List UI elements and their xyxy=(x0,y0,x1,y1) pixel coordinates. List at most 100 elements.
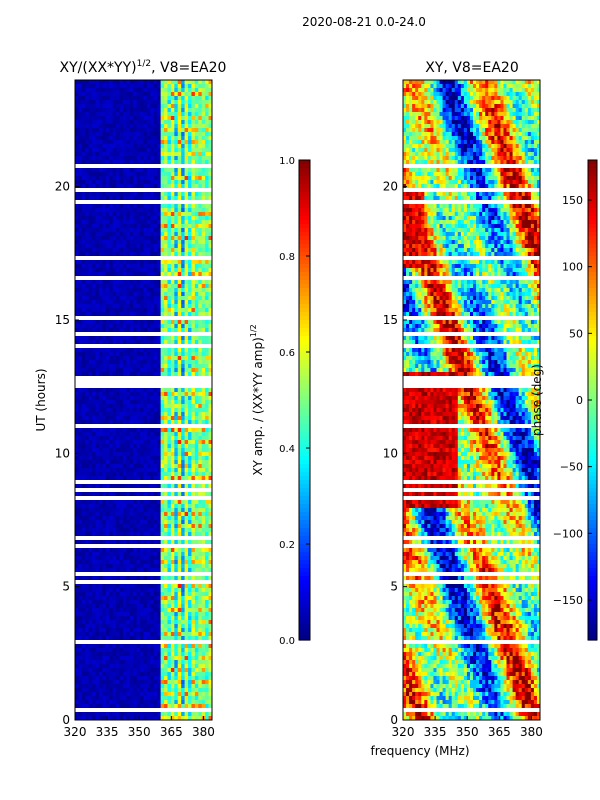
heatmap-cell xyxy=(157,340,162,344)
heatmap-cell xyxy=(136,408,141,412)
heatmap-cell xyxy=(105,472,110,476)
heatmap-cell xyxy=(102,560,107,564)
heatmap-cell xyxy=(181,612,186,616)
heatmap-cell xyxy=(105,516,110,520)
heatmap-cell xyxy=(194,596,199,600)
heatmap-cell xyxy=(143,292,148,296)
heatmap-cell xyxy=(208,636,213,640)
heatmap-cell xyxy=(105,560,110,564)
heatmap-cell xyxy=(181,644,186,648)
heatmap-cell xyxy=(160,124,165,128)
heatmap-cell xyxy=(88,272,93,276)
heatmap-cell xyxy=(116,408,121,412)
heatmap-cell xyxy=(150,212,155,216)
heatmap-cell xyxy=(188,456,192,460)
heatmap-cell xyxy=(167,360,172,364)
heatmap-cell xyxy=(112,136,117,140)
heatmap-cell xyxy=(198,364,203,368)
heatmap-cell xyxy=(81,288,86,292)
heatmap-cell xyxy=(119,320,124,324)
heatmap-cell xyxy=(116,104,121,108)
heatmap-cell xyxy=(194,440,199,444)
heatmap-cell xyxy=(129,120,134,124)
heatmap-cell xyxy=(146,508,151,512)
heatmap-cell xyxy=(153,436,158,440)
heatmap-cell xyxy=(112,628,117,632)
heatmap-cell xyxy=(129,520,134,524)
heatmap-cell xyxy=(126,232,131,236)
heatmap-cell xyxy=(136,296,141,300)
heatmap-cell xyxy=(205,152,210,156)
heatmap-cell xyxy=(116,324,121,328)
heatmap-cell xyxy=(191,312,196,316)
heatmap-cell xyxy=(92,476,97,480)
heatmap-cell xyxy=(109,576,114,580)
heatmap-cell xyxy=(191,268,196,272)
heatmap-cell xyxy=(153,300,158,304)
heatmap-cell xyxy=(105,172,110,176)
heatmap-cell xyxy=(170,552,175,556)
heatmap-cell xyxy=(85,532,90,536)
heatmap-cell xyxy=(136,600,141,604)
heatmap-cell xyxy=(75,116,79,120)
heatmap-cell xyxy=(119,304,124,308)
heatmap-cell xyxy=(191,524,196,528)
heatmap-cell xyxy=(102,312,107,316)
heatmap-cell xyxy=(198,564,203,568)
heatmap-cell xyxy=(116,584,121,588)
heatmap-cell xyxy=(164,300,168,304)
heatmap-cell xyxy=(78,484,83,488)
heatmap-cell xyxy=(164,592,168,596)
heatmap-cell xyxy=(153,372,158,376)
heatmap-cell xyxy=(95,508,100,512)
heatmap-cell xyxy=(133,112,138,116)
heatmap-cell xyxy=(98,608,103,612)
heatmap-cell xyxy=(205,492,210,496)
heatmap-cell xyxy=(153,620,158,624)
heatmap-cell xyxy=(181,292,186,296)
heatmap-cell xyxy=(184,96,189,100)
heatmap-cell xyxy=(181,528,186,532)
heatmap-cell xyxy=(150,600,155,604)
heatmap-cell xyxy=(150,524,155,528)
heatmap-cell xyxy=(140,504,144,508)
heatmap-cell xyxy=(78,192,83,196)
heatmap-cell xyxy=(201,460,206,464)
heatmap-cell xyxy=(198,520,203,524)
heatmap-cell xyxy=(133,512,138,516)
heatmap-cell xyxy=(174,140,179,144)
heatmap-cell xyxy=(146,220,151,224)
heatmap-cell xyxy=(126,472,131,476)
heatmap-cell xyxy=(170,448,175,452)
heatmap-cell xyxy=(181,500,186,504)
heatmap-cell xyxy=(194,592,199,596)
heatmap-cell xyxy=(160,288,165,292)
heatmap-cell xyxy=(201,356,206,360)
heatmap-cell xyxy=(140,244,144,248)
heatmap-cell xyxy=(88,284,93,288)
heatmap-cell xyxy=(122,552,127,556)
heatmap-cell xyxy=(95,612,100,616)
heatmap-cell xyxy=(119,428,124,432)
heatmap-cell xyxy=(164,312,168,316)
heatmap-cell xyxy=(105,124,110,128)
heatmap-cell xyxy=(78,388,83,392)
heatmap-cell xyxy=(136,400,141,404)
heatmap-cell xyxy=(119,416,124,420)
heatmap-cell xyxy=(95,252,100,256)
heatmap-cell xyxy=(136,364,141,368)
heatmap-cell xyxy=(88,208,93,212)
heatmap-cell xyxy=(157,240,162,244)
heatmap-cell xyxy=(170,144,175,148)
heatmap-cell xyxy=(98,628,103,632)
heatmap-cell xyxy=(157,96,162,100)
heatmap-cell xyxy=(191,264,196,268)
heatmap-cell xyxy=(122,236,127,240)
heatmap-flag-row xyxy=(75,200,212,204)
heatmap-cell xyxy=(205,612,210,616)
heatmap-cell xyxy=(102,652,107,656)
heatmap-cell xyxy=(140,300,144,304)
heatmap-cell xyxy=(116,608,121,612)
heatmap-flag-row xyxy=(75,376,212,380)
heatmap-cell xyxy=(105,632,110,636)
